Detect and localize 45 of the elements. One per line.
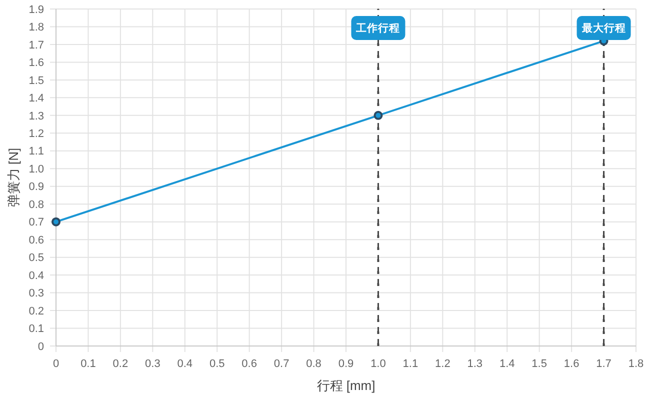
x-tick-label: 1.5 — [532, 358, 547, 370]
x-tick-label: 0.2 — [112, 358, 128, 370]
y-tick-label: 1.6 — [28, 57, 44, 70]
x-tick-label: 0.4 — [177, 358, 193, 370]
y-tick-label: 1.4 — [28, 92, 44, 105]
y-tick-label: 0 — [38, 340, 44, 353]
x-tick-label: 0.6 — [242, 358, 257, 370]
x-tick-label: 1.7 — [596, 358, 612, 370]
y-tick-label: 1.2 — [28, 128, 44, 140]
ref-line-label: 最大行程 — [580, 22, 626, 35]
y-tick-label: 1.3 — [28, 110, 44, 122]
y-tick-label: 1.8 — [28, 22, 44, 34]
x-tick-label: 1.4 — [499, 358, 515, 370]
x-tick-label: 1.3 — [467, 358, 483, 370]
y-tick-label: 0.2 — [28, 305, 44, 318]
x-tick-label: 0.3 — [145, 358, 160, 370]
y-tick-label: 0.7 — [28, 216, 44, 229]
y-tick-label: 0.8 — [28, 198, 44, 211]
x-tick-label: 0.7 — [274, 358, 290, 370]
y-tick-label: 0.4 — [28, 270, 44, 282]
x-tick-label: 1.6 — [564, 358, 580, 370]
y-tick-label: 0.1 — [28, 323, 44, 336]
y-tick-label: 0.9 — [28, 181, 44, 194]
x-tick-label: 1.8 — [628, 358, 644, 370]
point — [52, 217, 60, 226]
y-axis-title: 弹簧力 [N] — [6, 148, 21, 208]
x-tick-label: 0 — [52, 358, 60, 370]
x-tick-label: 0.1 — [80, 358, 96, 370]
y-tick-label: 1.9 — [28, 4, 44, 16]
x-tick-label: 0.9 — [338, 358, 354, 370]
x-tick-label: 1.2 — [435, 358, 450, 370]
y-tick-label: 1.1 — [28, 146, 44, 158]
y-tick-label: 1.7 — [28, 39, 44, 52]
x-tick-label: 0.5 — [209, 358, 225, 370]
x-tick-label: 1.0 — [370, 358, 386, 370]
ref-line-label: 工作行程 — [355, 22, 400, 35]
x-axis-title: 行程 [mm] — [316, 378, 376, 393]
y-tick-label: 1.0 — [28, 163, 44, 176]
y-tick-label: 0.6 — [28, 234, 44, 246]
x-tick-label: 1.1 — [402, 358, 418, 370]
x-tick-label: 0.8 — [306, 358, 322, 370]
y-tick-label: 0.5 — [28, 252, 44, 264]
point — [374, 110, 383, 120]
y-tick-label: 0.3 — [28, 288, 44, 300]
y-tick-label: 1.5 — [28, 74, 44, 87]
